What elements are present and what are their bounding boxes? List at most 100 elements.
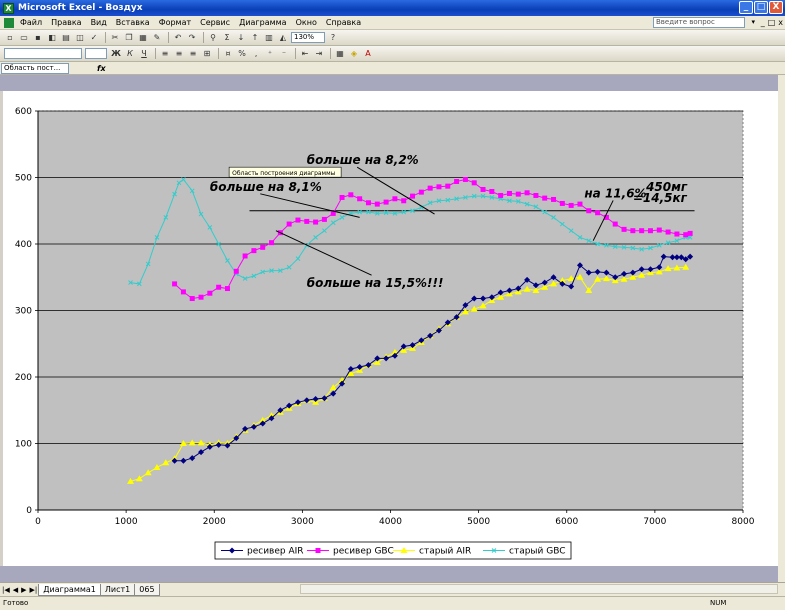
vertical-scrollbar[interactable] bbox=[778, 75, 785, 582]
data-point bbox=[480, 193, 486, 199]
tab-diagram1[interactable]: Диаграмма1 bbox=[38, 583, 101, 596]
tab-065[interactable]: 065 bbox=[134, 583, 160, 596]
data-point bbox=[401, 198, 407, 204]
close-button[interactable]: X bbox=[769, 1, 783, 14]
menu-insert[interactable]: Вставка bbox=[115, 18, 150, 27]
data-point bbox=[558, 277, 566, 284]
chart-area[interactable]: 0 100 200 300 400 500 600 0 1000 2000 3000 4000 5000… bbox=[3, 91, 778, 566]
data-point bbox=[660, 253, 667, 260]
merge-icon[interactable]: ⊞ bbox=[203, 48, 211, 58]
sort-desc-icon[interactable]: ↑ bbox=[251, 32, 259, 42]
font-select[interactable] bbox=[4, 48, 82, 59]
bold-icon[interactable]: Ж bbox=[111, 48, 121, 58]
data-point bbox=[551, 196, 557, 202]
new-icon[interactable]: ▫ bbox=[7, 32, 13, 42]
align-right-icon[interactable]: ≡ bbox=[189, 48, 197, 58]
preview-icon[interactable]: ◫ bbox=[76, 32, 84, 42]
undo-icon[interactable]: ↶ bbox=[174, 32, 182, 42]
menu-bar: Файл Правка Вид Вставка Формат Сервис Ди… bbox=[0, 16, 785, 30]
increase-decimal-icon[interactable]: ⁺ bbox=[267, 48, 273, 58]
menu-window[interactable]: Окно bbox=[295, 18, 317, 27]
currency-icon[interactable]: ¤ bbox=[225, 48, 231, 58]
horizontal-scrollbar[interactable] bbox=[300, 584, 778, 594]
document-controls: _ □ x bbox=[761, 18, 783, 27]
last-sheet-button[interactable]: ▶| bbox=[29, 585, 38, 594]
data-point bbox=[577, 201, 583, 207]
legend-entry-0: ресивер AIR bbox=[221, 547, 304, 557]
menu-edit[interactable]: Правка bbox=[51, 18, 82, 27]
data-point bbox=[206, 443, 213, 450]
data-point bbox=[638, 271, 646, 278]
chart-wizard-icon[interactable]: ▥ bbox=[265, 32, 273, 42]
doc-close-button[interactable]: x bbox=[778, 18, 783, 27]
zoom-select[interactable]: 130% bbox=[291, 32, 325, 43]
print-icon[interactable]: ▤ bbox=[62, 32, 70, 42]
data-point bbox=[470, 305, 478, 312]
help-dropdown-icon[interactable]: ▾ bbox=[751, 18, 755, 26]
data-point bbox=[339, 194, 345, 200]
align-center-icon[interactable]: ≡ bbox=[175, 48, 183, 58]
data-point bbox=[329, 384, 337, 391]
help-icon[interactable]: ? bbox=[330, 32, 336, 42]
permission-icon[interactable]: ◧ bbox=[48, 32, 56, 42]
spelling-icon[interactable]: ✓ bbox=[90, 32, 98, 42]
cut-icon[interactable]: ✂ bbox=[111, 32, 119, 42]
data-point bbox=[515, 285, 522, 292]
data-point bbox=[655, 268, 663, 275]
menu-tools[interactable]: Сервис bbox=[200, 18, 231, 27]
data-point bbox=[339, 380, 346, 387]
fx-icon[interactable]: fx bbox=[97, 63, 106, 73]
minimize-button[interactable]: _ bbox=[739, 1, 753, 14]
excel-icon: X bbox=[3, 2, 14, 14]
font-color-icon[interactable]: A bbox=[365, 48, 371, 58]
drawing-icon[interactable]: ◭ bbox=[279, 32, 287, 42]
autosum-icon[interactable]: Σ bbox=[224, 32, 230, 42]
indent-icon[interactable]: ⇥ bbox=[315, 48, 323, 58]
menu-file[interactable]: Файл bbox=[20, 18, 43, 27]
maximize-button[interactable]: □ bbox=[754, 1, 768, 14]
fill-color-icon[interactable]: ◈ bbox=[350, 48, 358, 58]
prev-sheet-button[interactable]: ◀ bbox=[12, 585, 19, 594]
menu-format[interactable]: Формат bbox=[158, 18, 192, 27]
outdent-icon[interactable]: ⇤ bbox=[301, 48, 309, 58]
underline-icon[interactable]: Ч bbox=[141, 48, 147, 58]
align-left-icon[interactable]: ≡ bbox=[161, 48, 169, 58]
tab-sheet1[interactable]: Лист1 bbox=[99, 583, 136, 596]
borders-icon[interactable]: ▦ bbox=[336, 48, 344, 58]
menu-view[interactable]: Вид bbox=[90, 18, 107, 27]
sort-asc-icon[interactable]: ↓ bbox=[237, 32, 245, 42]
hyperlink-icon[interactable]: ⚲ bbox=[210, 32, 216, 42]
chart-menu-icon[interactable] bbox=[4, 17, 14, 28]
help-search-input[interactable]: Введите вопрос bbox=[653, 17, 745, 28]
data-point bbox=[436, 184, 442, 190]
menu-help[interactable]: Справка bbox=[325, 18, 362, 27]
data-point bbox=[242, 253, 248, 259]
next-sheet-button[interactable]: ▶ bbox=[21, 585, 27, 594]
doc-restore-button[interactable]: □ bbox=[767, 18, 776, 27]
decrease-decimal-icon[interactable]: ⁻ bbox=[281, 48, 287, 58]
name-box[interactable]: Область пост... bbox=[1, 62, 69, 74]
open-icon[interactable]: ▭ bbox=[20, 32, 28, 42]
font-size-select[interactable] bbox=[85, 48, 107, 59]
redo-icon[interactable]: ↷ bbox=[188, 32, 196, 42]
data-point bbox=[410, 193, 416, 199]
percent-icon[interactable]: % bbox=[238, 48, 246, 58]
copy-icon[interactable]: ❐ bbox=[125, 32, 133, 42]
doc-minimize-button[interactable]: _ bbox=[760, 18, 765, 27]
separator bbox=[203, 32, 204, 43]
format-painter-icon[interactable]: ✎ bbox=[153, 32, 161, 42]
data-point bbox=[198, 449, 205, 456]
data-point bbox=[330, 210, 336, 216]
data-point bbox=[154, 234, 160, 240]
italic-icon[interactable]: К bbox=[127, 48, 133, 58]
paste-icon[interactable]: ▦ bbox=[139, 32, 147, 42]
data-point bbox=[322, 228, 327, 234]
comma-icon[interactable]: ‚ bbox=[254, 48, 258, 58]
data-point bbox=[638, 266, 645, 273]
save-icon[interactable]: ▪ bbox=[35, 32, 41, 42]
menu-chart[interactable]: Диаграмма bbox=[239, 18, 287, 27]
data-point bbox=[409, 342, 416, 349]
data-point bbox=[682, 263, 690, 270]
first-sheet-button[interactable]: |◀ bbox=[2, 585, 10, 594]
